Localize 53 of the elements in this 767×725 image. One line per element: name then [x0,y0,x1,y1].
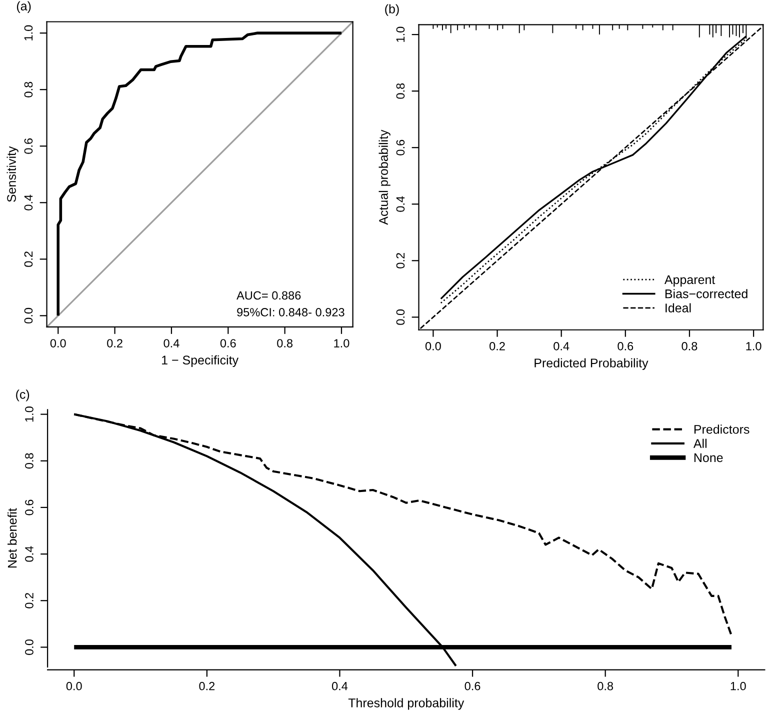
x-tick-label: 0.4 [554,342,570,350]
x-tick-label: 0.8 [682,342,698,350]
legend-label: Ideal [666,303,691,312]
legend-label: Predictors [694,424,750,434]
x-axis-title: Predicted Probability [534,358,648,370]
chart-title: (a) [16,1,31,13]
x-tick-label: 0.2 [490,342,505,350]
y-tick-label: 0.0 [25,639,34,655]
legend-label: All [693,438,706,448]
y-tick-label: 1.0 [25,406,34,422]
y-tick-label: 0.4 [24,194,33,210]
legend-label: Apparent [664,275,716,287]
legend-label: Bias−corrected [665,289,748,298]
x-tick-label: 0.0 [425,342,441,350]
x-tick-label: 0.2 [107,339,122,348]
y-tick-label: 0.4 [25,546,34,562]
annotation: 95%CI: 0.848- 0.923 [237,308,344,316]
x-tick-label: 0.6 [464,682,480,690]
x-tick-label: 0.8 [598,682,614,690]
x-tick-label: 1.0 [746,342,762,350]
chart-title: (b) [385,4,399,16]
y-tick-label: 1.0 [24,25,33,40]
y-tick-label: 0.8 [24,82,33,98]
x-axis-title: Threshold probability [348,698,464,710]
y-tick-label: 0.6 [396,140,405,156]
x-axis-title: 1 − Specificity [162,355,239,367]
y-tick-label: 0.6 [24,138,33,154]
chart-title: (c) [16,390,30,402]
annotation: AUC= 0.886 [236,291,301,300]
x-tick-label: 0.6 [220,339,236,348]
y-axis-title: Sensitivity [6,146,18,202]
y-tick-label: 0.0 [396,309,405,325]
y-tick-label: 0.8 [25,453,34,469]
y-tick-label: 0.8 [396,83,405,99]
x-tick-label: 0.0 [50,339,66,348]
y-tick-label: 1.0 [396,26,405,42]
y-tick-label: 0.2 [25,593,34,608]
legend-label: None [694,453,723,462]
x-tick-label: 0.4 [332,682,348,690]
x-tick-label: 0.0 [66,682,82,690]
x-tick-label: 0.2 [199,682,215,690]
y-axis-title: Actual probability [378,130,390,225]
y-tick-label: 0.0 [24,308,33,324]
x-tick-label: 1.0 [730,682,746,690]
y-tick-label: 0.4 [396,196,405,212]
x-tick-label: 0.8 [277,339,293,348]
y-tick-label: 0.6 [25,500,34,516]
x-tick-label: 1.0 [334,339,350,348]
x-tick-label: 0.6 [618,342,634,350]
y-tick-label: 0.2 [396,253,405,268]
y-axis-title: Net benefit [8,508,17,568]
y-tick-label: 0.2 [24,252,33,267]
x-tick-label: 0.4 [164,339,180,348]
